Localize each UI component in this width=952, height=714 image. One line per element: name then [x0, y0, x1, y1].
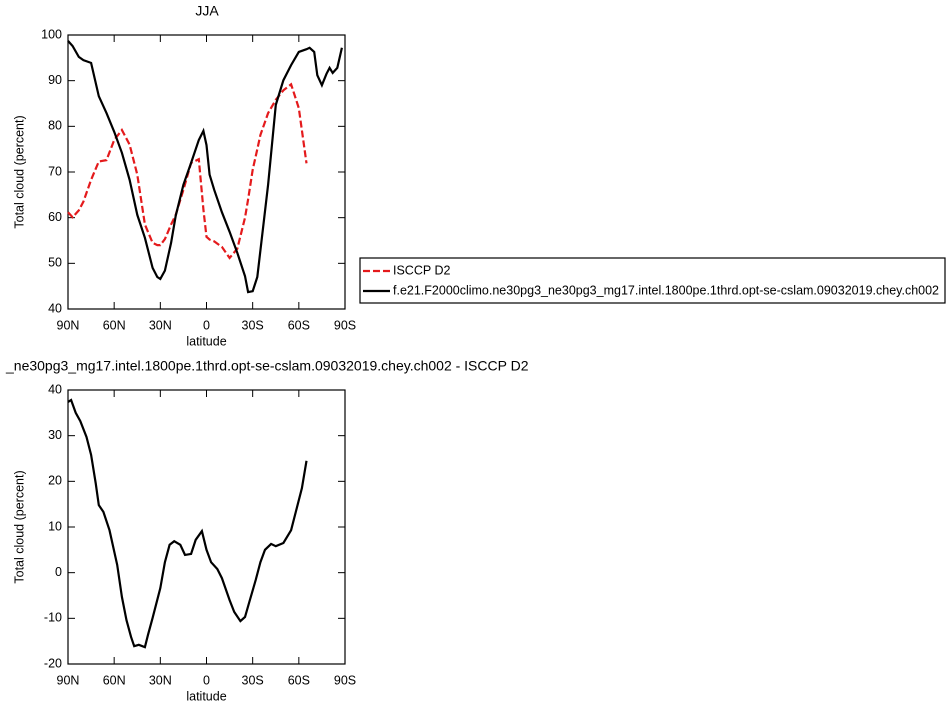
x-tick-label: 30S	[242, 673, 264, 687]
y-tick-label: 60	[48, 210, 62, 224]
x-axis-label: latitude	[186, 334, 226, 348]
y-axis-label: Total cloud (percent)	[12, 115, 26, 228]
x-tick-label: 60S	[288, 318, 310, 332]
x-tick-label: 0	[203, 673, 210, 687]
data-line	[67, 40, 343, 294]
x-tick-label: 90N	[57, 673, 80, 687]
legend-label: f.e21.F2000climo.ne30pg3_ne30pg3_mg17.in…	[393, 283, 939, 297]
x-tick-label: 30N	[149, 318, 172, 332]
x-tick-label: 90S	[334, 673, 356, 687]
x-tick-label: 90S	[334, 318, 356, 332]
y-tick-label: 70	[48, 164, 62, 178]
y-tick-label: 40	[48, 382, 62, 396]
x-tick-label: 0	[203, 318, 210, 332]
x-tick-label: 60N	[103, 318, 126, 332]
x-tick-label: 60N	[103, 673, 126, 687]
y-tick-label: 100	[41, 27, 62, 41]
y-axis-label: Total cloud (percent)	[12, 470, 26, 583]
y-tick-label: 90	[48, 73, 62, 87]
x-tick-label: 30N	[149, 673, 172, 687]
y-tick-label: -20	[44, 656, 62, 670]
y-tick-label: 40	[48, 301, 62, 315]
data-line	[67, 398, 308, 649]
chart-title: JJA	[195, 3, 219, 19]
y-tick-label: -10	[44, 611, 62, 625]
x-axis-label: latitude	[186, 689, 226, 703]
y-tick-label: 20	[48, 474, 62, 488]
chart-title: _ne30pg3_mg17.intel.1800pe.1thrd.opt-se-…	[5, 358, 529, 374]
x-tick-label: 60S	[288, 673, 310, 687]
y-tick-label: 30	[48, 428, 62, 442]
legend-label: ISCCP D2	[393, 263, 450, 277]
y-tick-label: 10	[48, 519, 62, 533]
plot-frame	[67, 34, 346, 310]
x-tick-label: 30S	[242, 318, 264, 332]
x-tick-label: 90N	[57, 318, 80, 332]
y-tick-label: 50	[48, 256, 62, 270]
legend-box	[359, 257, 946, 304]
y-tick-label: 80	[48, 119, 62, 133]
y-tick-label: 0	[55, 565, 62, 579]
